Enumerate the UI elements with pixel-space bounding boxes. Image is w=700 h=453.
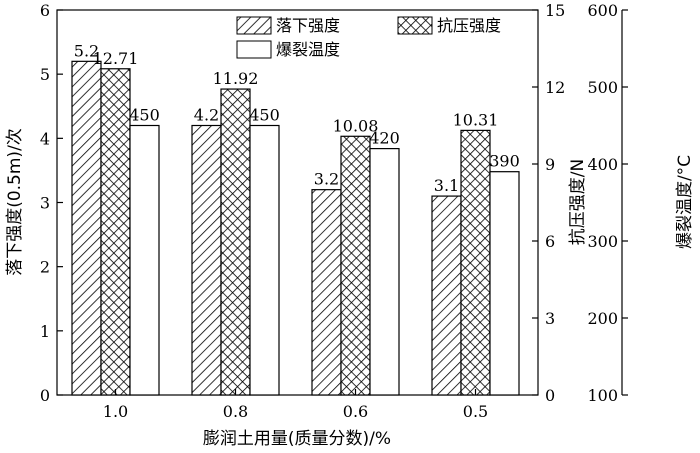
- right1-tick-label-5: 15: [545, 1, 565, 20]
- left-tick-label-5: 5: [40, 65, 50, 84]
- x-tick-label-2: 0.6: [343, 402, 368, 421]
- right1-tick-label-2: 6: [545, 232, 555, 251]
- legend-swatch-drop: [236, 16, 272, 35]
- data-label-compressive-strength-2: 10.08: [333, 116, 379, 135]
- bar-compressive-strength-2: [340, 135, 371, 396]
- legend: 落下强度 抗压强度 爆裂温度: [236, 16, 501, 59]
- right2-axis-title: 爆裂温度/°C: [675, 155, 695, 249]
- data-label-drop-strength-2: 3.2: [314, 170, 339, 189]
- bar-drop-strength-1: [191, 124, 222, 396]
- bar-burst-temperature-1: [249, 124, 280, 396]
- bar-drop-strength-3: [431, 195, 462, 396]
- legend-label-compress: 抗压强度: [437, 16, 501, 35]
- data-label-burst-temperature-3: 390: [489, 152, 520, 171]
- left-tick-label-0: 0: [40, 386, 50, 405]
- bar-drop-strength-2: [311, 189, 342, 396]
- bar-compressive-strength-3: [460, 129, 491, 396]
- left-tick-label-3: 3: [40, 194, 50, 213]
- right1-tick-label-0: 0: [545, 386, 555, 405]
- left-tick-label-4: 4: [40, 129, 50, 148]
- left-tick-label-6: 6: [40, 1, 50, 20]
- legend-swatch-burst: [236, 40, 272, 59]
- data-label-drop-strength-0: 5.2: [74, 41, 99, 60]
- right2-tick-label-0: 100: [587, 386, 618, 405]
- ticks: 1.0 0.8 0.6 0.50123456036912151002003004005…: [40, 1, 628, 421]
- x-tick-label-3: 0.5: [463, 402, 488, 421]
- right1-tick-label-3: 9: [545, 155, 555, 174]
- data-label-compressive-strength-3: 10.31: [453, 110, 499, 129]
- data-label-burst-temperature-1: 450: [249, 106, 280, 125]
- bar-burst-temperature-0: [129, 124, 160, 396]
- bar-burst-temperature-3: [489, 171, 520, 396]
- legend-label-burst: 爆裂温度: [276, 40, 340, 59]
- data-label-drop-strength-1: 4.2: [194, 106, 219, 125]
- data-label-compressive-strength-1: 11.92: [213, 69, 259, 88]
- legend-label-drop: 落下强度: [276, 16, 340, 35]
- left-tick-label-1: 1: [40, 322, 50, 341]
- right1-axis-title: 抗压强度/N: [568, 159, 588, 245]
- bar-burst-temperature-2: [369, 148, 400, 396]
- right2-tick-label-4: 500: [587, 78, 618, 97]
- right1-tick-label-4: 12: [545, 78, 565, 97]
- x-axis-title: 膨润土用量(质量分数)/%: [203, 429, 391, 449]
- x-tick-label-0: 1.0: [103, 402, 128, 421]
- right2-tick-label-3: 400: [587, 155, 618, 174]
- bar-drop-strength-0: [71, 60, 102, 396]
- legend-swatch-compress: [397, 16, 433, 35]
- right2-tick-label-2: 300: [587, 232, 618, 251]
- x-tick-label-1: 0.8: [223, 402, 248, 421]
- bar-compressive-strength-1: [220, 88, 251, 396]
- data-label-drop-strength-3: 3.1: [434, 176, 459, 195]
- bar-compressive-strength-0: [100, 68, 131, 396]
- left-axis-title: 落下强度(0.5m)/次: [5, 128, 25, 276]
- right2-tick-label-5: 600: [587, 1, 618, 20]
- right1-tick-label-1: 3: [545, 309, 555, 328]
- left-tick-label-2: 2: [40, 258, 50, 277]
- right2-tick-label-1: 200: [587, 309, 618, 328]
- data-label-burst-temperature-0: 450: [129, 106, 160, 125]
- data-label-burst-temperature-2: 420: [369, 129, 400, 148]
- bars: [71, 60, 520, 396]
- data-label-compressive-strength-0: 12.71: [93, 49, 139, 68]
